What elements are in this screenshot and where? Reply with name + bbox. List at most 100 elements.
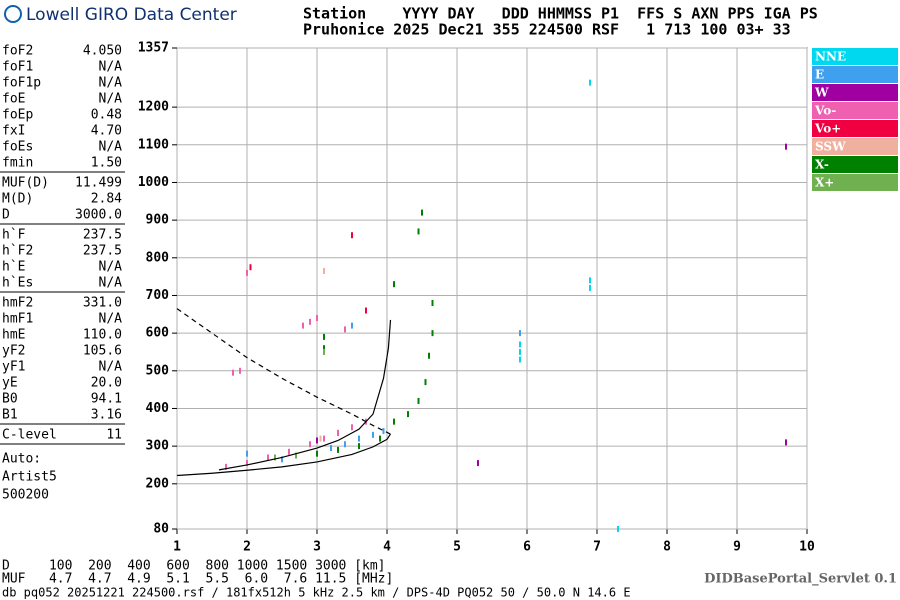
echo [351,322,353,329]
echo [319,435,322,442]
echo [225,463,227,470]
echo [302,322,304,329]
echo [393,281,395,288]
legend-swatch [812,174,898,191]
param-name: MUF(D) [2,176,49,191]
param-value: N/A [99,60,123,75]
echo [428,352,430,359]
legend-label: W [814,86,829,100]
param-value: 331.0 [83,296,122,311]
param-name: foEp [2,108,33,123]
legend-swatch [812,48,898,65]
echo [316,450,318,457]
y-tick-label: 900 [146,213,170,228]
echo [379,435,381,442]
echo [519,356,521,363]
x-tick-label: 2 [243,540,251,555]
param-name: foF1p [2,76,41,91]
param-name: hmE [2,328,25,343]
logo-text: Lowell GIRO Data Center [26,5,237,25]
y-tick-label: 500 [146,363,170,378]
echo [407,411,409,418]
y-tick-label: 600 [146,326,170,341]
echo [351,232,353,239]
echo [337,429,339,436]
legend-label: NNE [815,50,846,64]
logo-icon [4,5,22,23]
param-name: yE [2,376,18,391]
file-info: db pq052 20251221 224500.rsf / 181fx512h… [2,586,631,600]
x-tick-label: 8 [663,540,671,555]
param-name: yF2 [2,344,25,359]
legend-swatch [812,66,898,83]
param-value: 110.0 [83,328,122,343]
x-tick-label: 3 [313,540,321,555]
param-name: D [2,208,10,223]
param-value: 4.050 [83,44,122,59]
y-tick-label: 1200 [138,100,169,115]
legend-swatch [812,138,898,155]
echo [246,269,248,276]
echo [431,300,434,307]
param-name: fmin [2,156,33,171]
echo [785,439,787,446]
param-name: foF2 [2,44,33,59]
echo [246,460,248,467]
legend-label: X+ [815,176,834,190]
echo [267,454,269,461]
param-value: 3000.0 [75,208,122,223]
echo [249,264,252,271]
param-value: 105.6 [83,344,122,359]
echo [589,277,591,284]
x-tick-label: 5 [453,540,461,555]
echo [421,209,423,216]
model-trace [218,319,392,471]
param-name: B0 [2,392,18,407]
auto-label: Auto: [2,452,41,467]
y-tick-label: 800 [146,250,170,265]
param-value: 4.70 [91,124,122,139]
echo [323,348,325,355]
echo [785,143,787,150]
echo [323,345,325,352]
echo [274,454,276,461]
echo [519,348,521,355]
x-tick-label: 7 [593,540,601,555]
param-name: fxI [2,124,25,139]
auto-label: 500200 [2,488,49,503]
echo [323,333,325,340]
param-value: 20.0 [91,376,122,391]
param-name: C-level [2,428,57,443]
echo [519,330,521,337]
param-value: N/A [99,360,123,375]
echo [617,526,619,532]
logo: Lowell GIRO Data Center [4,5,237,25]
param-value: N/A [99,312,123,327]
y-tick-label: 200 [146,476,170,491]
param-name: yF1 [2,360,25,375]
echo [316,315,318,322]
param-name: hmF2 [2,296,33,311]
legend-swatch [812,156,898,173]
param-value: 237.5 [83,228,122,243]
x-tick-label: 9 [733,540,741,555]
header-info: Station YYYY DAY DDD HHMMSS P1 FFS S AXN… [303,5,818,23]
echo [295,452,297,459]
param-value: 11 [106,428,122,443]
x-tick-label: 4 [383,540,391,555]
param-name: foEs [2,140,33,155]
y-tick-label: 700 [146,288,170,303]
x-tick-label: 10 [799,540,815,555]
echo [281,456,283,463]
echo [344,326,346,333]
servlet-label: DIDBasePortal_Servlet 0.1 [704,572,897,587]
param-value: 3.16 [91,408,122,423]
echo [382,428,385,435]
legend-swatch [812,84,898,101]
distance-row: D 100 200 400 600 800 1000 1500 3000 [km… [2,559,386,574]
param-value: 94.1 [91,392,122,407]
param-name: B1 [2,408,18,423]
param-name: h`E [2,260,25,275]
param-value: 237.5 [83,244,122,259]
